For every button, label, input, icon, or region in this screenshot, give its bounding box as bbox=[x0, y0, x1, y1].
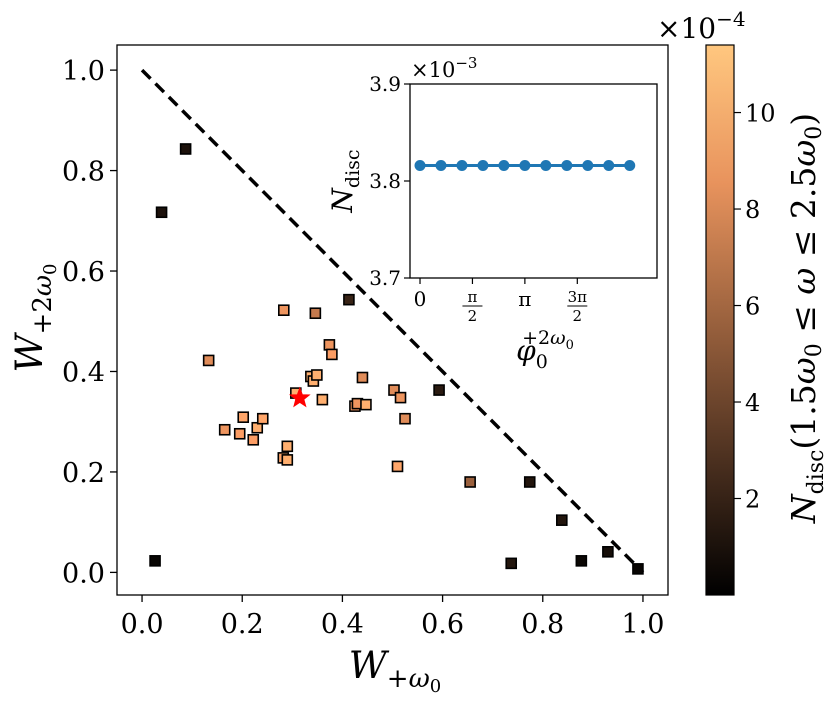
scatter-point bbox=[155, 206, 168, 219]
scatter-point bbox=[256, 412, 269, 425]
y-tick-label: 1.0 bbox=[62, 56, 105, 87]
y-tick-label: 0.8 bbox=[62, 157, 105, 188]
boundary-dashed-line bbox=[140, 68, 645, 574]
inset-plot-frame bbox=[409, 83, 658, 279]
scatter-point bbox=[556, 514, 568, 526]
main-x-axis: 0.0 0.2 0.4 0.6 0.8 1.0 bbox=[121, 595, 664, 640]
scatter-point bbox=[218, 423, 231, 436]
scatter-point bbox=[179, 143, 192, 155]
inset-point bbox=[456, 159, 468, 171]
scatter-point bbox=[237, 411, 250, 423]
scatter-point bbox=[602, 546, 614, 558]
inset-point bbox=[477, 159, 489, 171]
inset-x-tick-label: 0 bbox=[414, 287, 427, 311]
inset-x-tick-label: π bbox=[518, 287, 531, 311]
x-tick-label: 0.4 bbox=[321, 609, 364, 640]
main-y-axis-label: W+2ω0 bbox=[8, 263, 61, 372]
y-tick-label: 0.0 bbox=[62, 558, 105, 589]
scatter-point bbox=[523, 476, 536, 488]
inset-y-axis: 3.7 3.8 3.9 bbox=[369, 72, 410, 290]
inset-point bbox=[582, 159, 594, 171]
scatter-point bbox=[309, 307, 322, 320]
inset-point bbox=[414, 159, 426, 171]
inset-point bbox=[603, 159, 615, 171]
svg-text:2: 2 bbox=[468, 307, 478, 325]
main-x-axis-label: W+ω0 bbox=[349, 644, 441, 697]
x-tick-label: 0.0 bbox=[121, 609, 164, 640]
scatter-point bbox=[323, 339, 336, 351]
scatter-point bbox=[278, 304, 290, 317]
x-tick-label: 0.6 bbox=[421, 609, 464, 640]
scatter-point bbox=[394, 391, 407, 404]
colorbar-axis: 2 4 6 8 10 bbox=[734, 100, 776, 514]
colorbar-tick-label: 8 bbox=[745, 196, 760, 224]
scatter-point bbox=[575, 555, 588, 567]
scatter-point bbox=[391, 460, 404, 473]
scatter-point bbox=[233, 427, 246, 440]
scatter-point bbox=[326, 348, 338, 361]
star-marker bbox=[288, 386, 311, 408]
colorbar bbox=[705, 44, 735, 596]
inset-x-tick-label: π2 bbox=[462, 288, 483, 325]
scatter-point bbox=[388, 384, 400, 396]
scatter-point bbox=[433, 384, 445, 396]
scatter-point bbox=[281, 440, 294, 453]
scatter-point bbox=[202, 354, 215, 367]
scatter-point bbox=[149, 555, 161, 567]
colorbar-label: Ndisc(1.5ω0 ≤ ω ≤ 2.5ω0) bbox=[784, 113, 829, 524]
x-tick-label: 1.0 bbox=[621, 609, 664, 640]
inset-point bbox=[435, 159, 447, 171]
svg-text:π: π bbox=[468, 288, 478, 306]
svg-text:3π: 3π bbox=[568, 288, 588, 306]
scatter-point bbox=[632, 563, 644, 575]
colorbar-multiplier: ×10−4 bbox=[657, 7, 746, 45]
inset-series bbox=[414, 159, 636, 171]
inset-point bbox=[624, 159, 636, 171]
scatter-point bbox=[464, 476, 476, 488]
scatter-series bbox=[149, 143, 644, 575]
y-tick-label: 0.2 bbox=[62, 458, 105, 489]
scatter-point bbox=[316, 393, 329, 406]
inset-point bbox=[561, 159, 573, 171]
scatter-point bbox=[247, 433, 260, 446]
colorbar-tick-label: 6 bbox=[745, 293, 760, 321]
scatter-point bbox=[505, 557, 518, 570]
colorbar-tick-label: 10 bbox=[745, 100, 776, 128]
y-tick-label: 0.4 bbox=[62, 357, 105, 388]
inset-y-tick-label: 3.8 bbox=[369, 169, 401, 193]
main-y-axis: 0.0 0.2 0.4 0.6 0.8 1.0 bbox=[62, 56, 117, 589]
scatter-point bbox=[281, 454, 294, 466]
inset-y-tick-label: 3.7 bbox=[369, 266, 401, 290]
inset-point bbox=[498, 159, 510, 171]
scatter-point bbox=[311, 369, 323, 381]
svg-text:2: 2 bbox=[573, 307, 583, 325]
scatter-point bbox=[343, 293, 355, 306]
x-tick-label: 0.8 bbox=[521, 609, 564, 640]
scatter-point bbox=[360, 398, 372, 411]
inset-x-axis: 0 π2π 3π2 bbox=[414, 278, 588, 325]
inset-point bbox=[540, 159, 552, 171]
colorbar-tick-label: 2 bbox=[745, 486, 760, 514]
inset-point bbox=[519, 159, 531, 171]
y-tick-label: 0.6 bbox=[62, 257, 105, 288]
scatter-point bbox=[356, 371, 369, 384]
x-tick-label: 0.2 bbox=[221, 609, 264, 640]
colorbar-tick-label: 4 bbox=[745, 389, 760, 417]
scatter-point bbox=[399, 412, 411, 425]
inset-y-tick-label: 3.9 bbox=[369, 72, 401, 96]
inset-x-tick-label: 3π2 bbox=[567, 288, 588, 325]
